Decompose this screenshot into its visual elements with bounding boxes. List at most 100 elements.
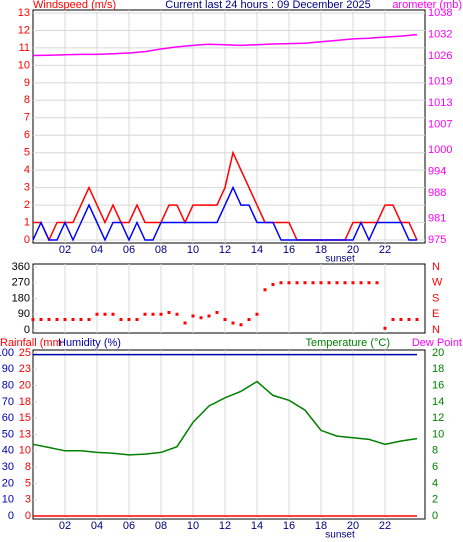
point — [215, 311, 219, 314]
annotation: sunset — [325, 254, 355, 265]
tick-label: 180 — [12, 292, 30, 304]
x-tick-label: 12 — [219, 520, 231, 532]
annotation: sunset — [325, 530, 355, 541]
point — [367, 281, 371, 285]
tick-label: 1032 — [428, 29, 452, 41]
x-tick-label: 08 — [155, 244, 167, 256]
line — [32, 33, 418, 57]
tick-label: 10 — [2, 494, 14, 506]
tick-label: 20 — [19, 380, 31, 392]
point — [351, 281, 355, 285]
tick-label: 25 — [19, 347, 31, 359]
x-tick-label: 02 — [59, 520, 71, 532]
tick-label: 988 — [428, 187, 446, 199]
point — [319, 281, 323, 285]
point — [287, 281, 291, 285]
tick-label: 1013 — [428, 97, 452, 109]
tick-label: 0 — [25, 510, 31, 522]
x-tick-label: 02 — [59, 244, 71, 256]
tick-label: 13 — [18, 7, 30, 19]
x-tick-label: 18 — [315, 520, 327, 532]
point — [87, 318, 91, 321]
x-tick-label: 06 — [123, 520, 135, 532]
tick-label: 8 — [25, 461, 31, 473]
point — [63, 318, 67, 321]
tick-label: E — [432, 308, 439, 320]
tick-label: 0 — [24, 234, 30, 246]
point — [415, 318, 419, 321]
tick-label: 0 — [432, 510, 438, 522]
point — [199, 316, 203, 320]
point — [239, 323, 243, 327]
tick-label: 4 — [432, 477, 438, 489]
axis-title: Temperature (°C) — [306, 337, 390, 349]
axis-title: Current last 24 hours : 09 December 2025 — [165, 0, 370, 11]
point — [255, 312, 259, 316]
line — [32, 380, 418, 456]
point — [127, 318, 131, 321]
point — [279, 281, 283, 285]
point — [47, 318, 51, 321]
axis-title: Windspeed (m/s) — [33, 0, 116, 11]
tick-label: 20 — [2, 477, 14, 489]
point — [335, 281, 339, 285]
tick-label: 994 — [428, 165, 446, 177]
point — [159, 312, 163, 316]
tick-label: 5 — [24, 147, 30, 159]
point — [79, 318, 83, 321]
tick-label: 5 — [25, 477, 31, 489]
x-tick-label: 12 — [219, 244, 231, 256]
tick-label: 270 — [12, 277, 30, 289]
point — [71, 318, 75, 321]
tick-label: 1019 — [428, 75, 452, 87]
point — [247, 318, 251, 321]
tick-label: 360 — [12, 261, 30, 273]
point — [295, 281, 299, 285]
point — [399, 318, 403, 321]
tick-label: 14 — [432, 396, 444, 408]
point — [143, 312, 147, 316]
tick-label: 1007 — [428, 119, 452, 131]
point — [111, 312, 115, 316]
x-tick-label: 04 — [91, 520, 103, 532]
x-tick-label: 08 — [155, 520, 167, 532]
x-tick-label: 14 — [251, 244, 263, 256]
point — [383, 326, 387, 330]
tick-label: 70 — [2, 396, 14, 408]
axis-title: Dew Point — [412, 337, 462, 349]
tick-label: 1 — [24, 216, 30, 228]
tick-label: 1038 — [428, 7, 452, 19]
point — [183, 321, 187, 325]
point — [263, 288, 267, 292]
point — [55, 318, 59, 321]
tick-label: 4 — [24, 164, 30, 176]
point — [343, 281, 347, 285]
point — [391, 318, 395, 321]
point — [103, 312, 107, 316]
tick-label: 8 — [24, 94, 30, 106]
tick-label: N — [432, 261, 440, 273]
point — [231, 321, 235, 325]
x-tick-label: 04 — [91, 244, 103, 256]
x-tick-label: 14 — [251, 520, 263, 532]
tick-label: 90 — [2, 363, 14, 375]
tick-label: 3 — [24, 182, 30, 194]
x-tick-label: 16 — [283, 520, 295, 532]
tick-label: 3 — [25, 494, 31, 506]
tick-label: 90 — [18, 308, 30, 320]
point — [119, 318, 123, 321]
tick-label: 23 — [19, 363, 31, 375]
x-tick-label: 20 — [347, 244, 359, 256]
tick-label: 2 — [432, 494, 438, 506]
tick-label: 20 — [432, 347, 444, 359]
tick-label: 7 — [24, 112, 30, 124]
plot-area — [32, 9, 426, 244]
x-tick-label: 10 — [187, 520, 199, 532]
tick-label: 0 — [8, 510, 14, 522]
x-tick-label: 22 — [379, 244, 391, 256]
tick-label: 13 — [19, 428, 31, 440]
point — [311, 281, 315, 285]
tick-label: 60 — [2, 412, 14, 424]
tick-label: 10 — [18, 59, 30, 71]
x-tick-label: 10 — [187, 244, 199, 256]
